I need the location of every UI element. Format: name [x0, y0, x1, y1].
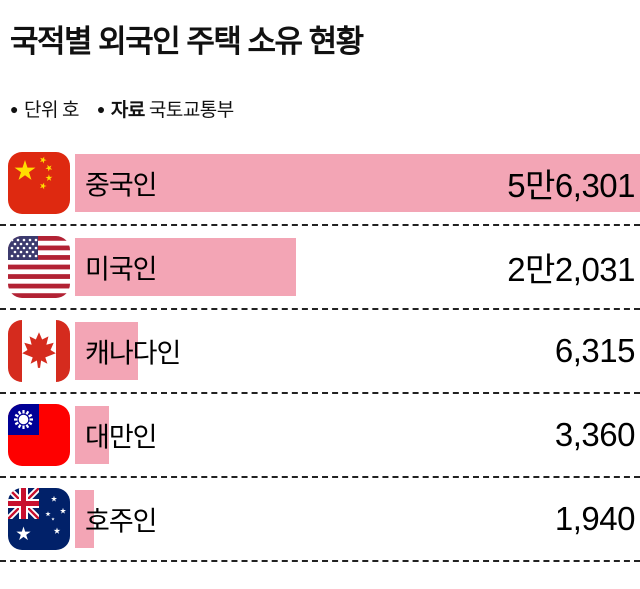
usa-flag-icon	[8, 236, 70, 298]
bar-row-taiwan: 대만인 3,360	[0, 394, 640, 478]
bar-area-australia: 호주인 1,940	[75, 488, 640, 550]
australia-flag-icon	[8, 488, 70, 550]
source-bullet-icon: ●	[96, 100, 105, 117]
bar-row-australia: 호주인 1,940	[0, 478, 640, 562]
canada-flag-icon	[8, 320, 70, 382]
taiwan-flag-svg	[8, 404, 70, 466]
category-label-china: 중국인	[85, 170, 158, 201]
bar-area-taiwan: 대만인 3,360	[75, 404, 640, 466]
value-label-taiwan: 3,360	[554, 416, 636, 453]
category-label-usa: 미국인	[85, 254, 158, 285]
chart-title: 국적별 외국인 주택 소유 현황	[10, 24, 364, 59]
category-label-taiwan: 대만인	[85, 422, 158, 453]
australia-flag-svg	[8, 488, 70, 550]
bar-row-canada: 캐나다인 6,315	[0, 310, 640, 394]
bar-row-usa: 미국인 2만2,031	[0, 226, 640, 310]
usa-flag-svg	[8, 236, 70, 298]
bar-usa	[75, 238, 296, 296]
bar-taiwan	[75, 406, 109, 464]
china-flag-icon	[8, 152, 70, 214]
bar-row-china: 중국인 5만6,301	[0, 142, 640, 226]
source-value: 국토교통부	[148, 100, 234, 121]
value-label-china: 5만6,301	[507, 167, 635, 204]
bar-area-usa: 미국인 2만2,031	[75, 236, 640, 298]
bar-area-china: 중국인 5만6,301	[75, 152, 640, 214]
bar-canada	[75, 322, 139, 380]
value-label-australia: 1,940	[554, 500, 636, 537]
category-label-canada: 캐나다인	[85, 338, 181, 369]
bar-australia	[75, 490, 95, 548]
value-label-canada: 6,315	[554, 332, 636, 369]
category-label-australia: 호주인	[85, 506, 158, 537]
unit-bullet-icon: ●	[10, 100, 18, 117]
chart-meta: ● 단위 호 ● 자료 국토교통부	[10, 95, 630, 122]
unit-label: 단위	[23, 100, 58, 121]
unit-value: 호	[61, 100, 79, 121]
china-flag-svg	[8, 152, 70, 214]
taiwan-flag-icon	[8, 404, 70, 466]
canada-flag-svg	[8, 320, 70, 382]
bar-area-canada: 캐나다인 6,315	[75, 320, 640, 382]
source-label: 자료	[110, 100, 145, 121]
value-label-usa: 2만2,031	[507, 251, 635, 288]
bar-china	[75, 154, 640, 212]
bar-rows: 중국인 5만6,301	[0, 142, 640, 562]
